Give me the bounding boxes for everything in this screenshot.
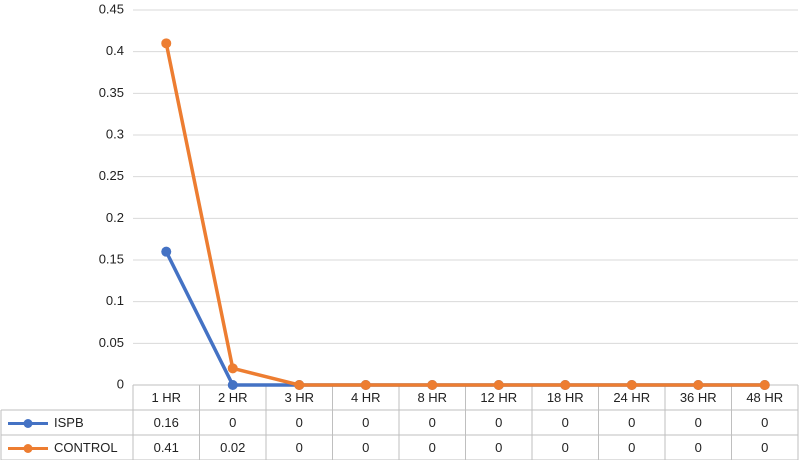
point-marker — [161, 246, 172, 257]
table-cell: 0.02 — [220, 440, 245, 455]
legend-label: ISPB — [54, 415, 84, 430]
table-cell: 0 — [495, 415, 502, 430]
x-tick-label: 2 HR — [218, 390, 248, 405]
y-tick-label: 0.25 — [99, 168, 124, 183]
point-marker — [294, 380, 305, 390]
series-line — [164, 250, 765, 387]
x-tick-label: 18 HR — [547, 390, 584, 405]
point-marker — [360, 380, 371, 390]
legend-marker — [23, 419, 33, 428]
table-cell: 0 — [296, 415, 303, 430]
point-marker — [493, 380, 504, 390]
y-tick-label: 0.45 — [99, 1, 124, 16]
x-tick-label: 24 HR — [613, 390, 650, 405]
table-cell: 0 — [562, 440, 569, 455]
y-tick-label: 0.35 — [99, 85, 124, 100]
point-marker — [560, 380, 571, 390]
table-cell: 0 — [296, 440, 303, 455]
series-line — [164, 42, 765, 387]
y-tick-label: 0 — [117, 376, 124, 391]
x-tick-label: 1 HR — [151, 390, 181, 405]
legend-label: CONTROL — [54, 440, 118, 455]
table-cell: 0.16 — [154, 415, 179, 430]
legend-marker — [23, 444, 33, 453]
table-cell: 0 — [761, 440, 768, 455]
y-tick-label: 0.1 — [106, 293, 124, 308]
point-marker — [693, 380, 704, 390]
table-cell: 0 — [362, 440, 369, 455]
x-tick-label: 8 HR — [417, 390, 447, 405]
table-cell: 0 — [229, 415, 236, 430]
table-cell: 0 — [429, 415, 436, 430]
y-tick-label: 0.15 — [99, 251, 124, 266]
point-marker — [427, 380, 438, 390]
table-cell: 0 — [495, 440, 502, 455]
x-tick-label: 12 HR — [480, 390, 517, 405]
y-tick-label: 0.4 — [106, 43, 124, 58]
point-marker — [759, 380, 770, 390]
table-cell: 0 — [628, 440, 635, 455]
point-marker — [161, 38, 172, 49]
x-tick-label: 48 HR — [746, 390, 783, 405]
table-cell: 0 — [429, 440, 436, 455]
x-tick-label: 4 HR — [351, 390, 381, 405]
table-cell: 0.41 — [154, 440, 179, 455]
y-tick-label: 0.05 — [99, 335, 124, 350]
y-tick-label: 0.2 — [106, 210, 124, 225]
table-cell: 0 — [695, 415, 702, 430]
point-marker — [227, 380, 238, 390]
table-cell: 0 — [628, 415, 635, 430]
point-marker — [227, 363, 238, 374]
table-cell: 0 — [562, 415, 569, 430]
table-cell: 0 — [362, 415, 369, 430]
table-cell: 0 — [695, 440, 702, 455]
x-tick-label: 3 HR — [284, 390, 314, 405]
y-tick-label: 0.3 — [106, 126, 124, 141]
x-tick-label: 36 HR — [680, 390, 717, 405]
point-marker — [626, 380, 637, 390]
table-cell: 0 — [761, 415, 768, 430]
